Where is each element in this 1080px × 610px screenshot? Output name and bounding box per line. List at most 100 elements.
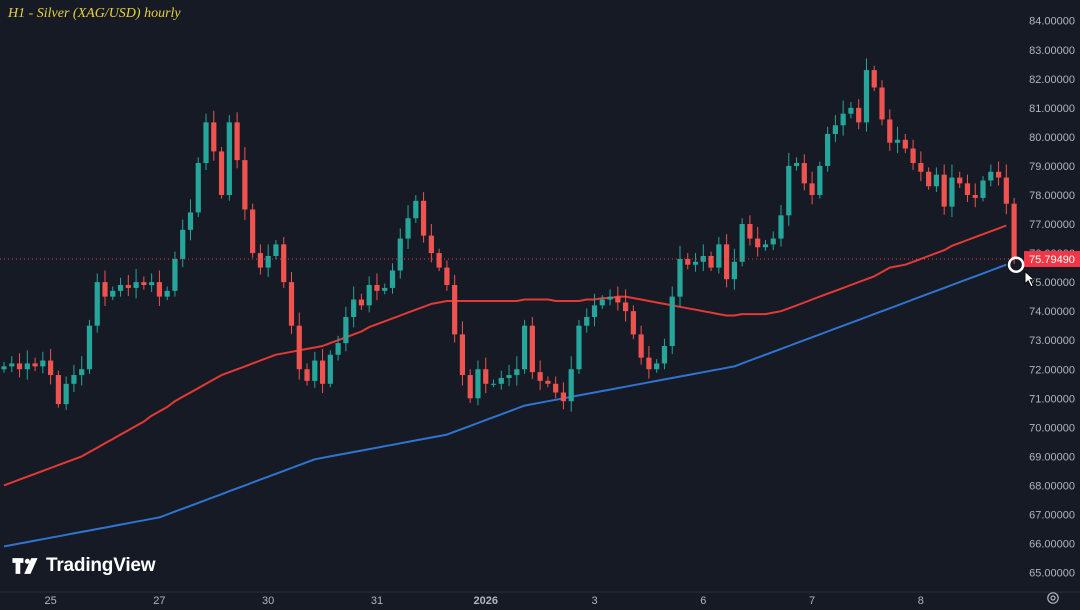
candle-body (871, 70, 877, 88)
y-tick-label: 69.00000 (1029, 451, 1075, 463)
candle-body (187, 212, 194, 230)
candle-body (615, 296, 621, 303)
candle-body (778, 215, 784, 239)
y-tick-label: 79.00000 (1029, 161, 1075, 173)
x-axis: 25 27 30 31 2026 3 6 7 8 (0, 591, 1080, 607)
candles-layer (1, 58, 1017, 412)
chart-title: H1 - Silver (XAG/USD) hourly (8, 6, 181, 21)
candle-body (669, 296, 675, 347)
candle-body (739, 224, 745, 262)
candle-body (933, 174, 939, 187)
candle-body (560, 392, 567, 402)
candle-body (584, 316, 590, 326)
candle-body (949, 177, 955, 207)
candle-body (576, 325, 582, 370)
x-tick-label: 2026 (473, 595, 497, 607)
candle-body (327, 354, 333, 384)
cursor-layer (1007, 256, 1036, 288)
tradingview-logo-icon (12, 558, 38, 574)
candle-body (840, 113, 846, 126)
candle-body (149, 282, 155, 286)
candle-body (747, 224, 753, 239)
y-tick-label: 72.00000 (1029, 364, 1075, 376)
candle-body (995, 171, 1002, 178)
candle-body (724, 244, 730, 280)
candle-body (452, 285, 458, 335)
candle-body (599, 299, 605, 306)
candle-body (117, 285, 124, 291)
candle-body (86, 325, 93, 370)
y-tick-label: 74.00000 (1029, 306, 1075, 318)
candle-body (514, 369, 520, 376)
candle-body (809, 183, 815, 195)
candle-body (133, 282, 139, 288)
candle-body (483, 369, 489, 384)
candle-body (731, 261, 737, 280)
candle-body (980, 180, 986, 198)
candle-body (312, 360, 318, 381)
x-tick-label: 30 (262, 595, 274, 607)
candle-body (32, 363, 38, 367)
x-tick-label: 7 (809, 595, 815, 607)
candle-body (459, 334, 466, 376)
settings-gear-icon[interactable] (1046, 591, 1060, 605)
candle-body (265, 255, 271, 268)
candle-body (894, 139, 901, 143)
candle-body (568, 369, 574, 402)
candle-body (638, 334, 644, 358)
candle-body (521, 325, 528, 370)
candle-body (825, 133, 831, 166)
candle-body (770, 238, 776, 245)
y-tick-label: 83.00000 (1029, 45, 1075, 57)
candle-body (389, 270, 396, 288)
y-tick-label: 80.00000 (1029, 132, 1075, 144)
candle-body (553, 383, 559, 393)
candle-body (498, 377, 504, 384)
candle-body (879, 87, 885, 120)
candle-body (685, 258, 691, 265)
x-tick-label: 8 (918, 595, 924, 607)
y-tick-label: 81.00000 (1029, 103, 1075, 115)
candle-body (125, 285, 131, 288)
candle-body (164, 290, 170, 297)
candle-body (537, 372, 543, 381)
candle-body (366, 285, 372, 306)
candle-body (9, 363, 15, 367)
candle-body (716, 244, 722, 268)
candle-body (957, 177, 963, 184)
candle-body (40, 360, 46, 367)
y-tick-label: 77.00000 (1029, 219, 1075, 231)
candle-body (296, 325, 302, 370)
tradingview-logo[interactable]: TradingView (10, 555, 156, 577)
candle-body (156, 282, 162, 297)
candle-body (242, 160, 248, 210)
candle-body (848, 107, 854, 114)
candle-body (926, 171, 932, 187)
candle-body (343, 316, 349, 344)
candle-body (832, 125, 838, 134)
candle-body (941, 174, 947, 207)
candle-body (700, 255, 706, 262)
y-tick-label: 66.00000 (1029, 539, 1075, 551)
last-price-label: 75.79490 (1029, 254, 1075, 266)
candle-body (358, 299, 365, 306)
y-tick-label: 78.00000 (1029, 190, 1075, 202)
candle-body (545, 380, 551, 384)
x-tick-label: 3 (591, 595, 597, 607)
candle-body (55, 375, 61, 405)
y-tick-label: 84.00000 (1029, 16, 1075, 28)
candle-body (910, 148, 916, 164)
candle-body (16, 363, 23, 370)
candle-body (863, 70, 870, 123)
candle-body (351, 299, 357, 317)
candle-body (506, 375, 512, 378)
candle-body (436, 253, 442, 268)
candle-body (918, 163, 924, 172)
pointer-cursor-icon (1024, 270, 1036, 288)
candle-body (234, 122, 240, 161)
candle-body (762, 244, 769, 248)
candle-body (467, 375, 473, 399)
x-tick-label: 31 (371, 595, 383, 607)
candle-body (319, 360, 326, 384)
